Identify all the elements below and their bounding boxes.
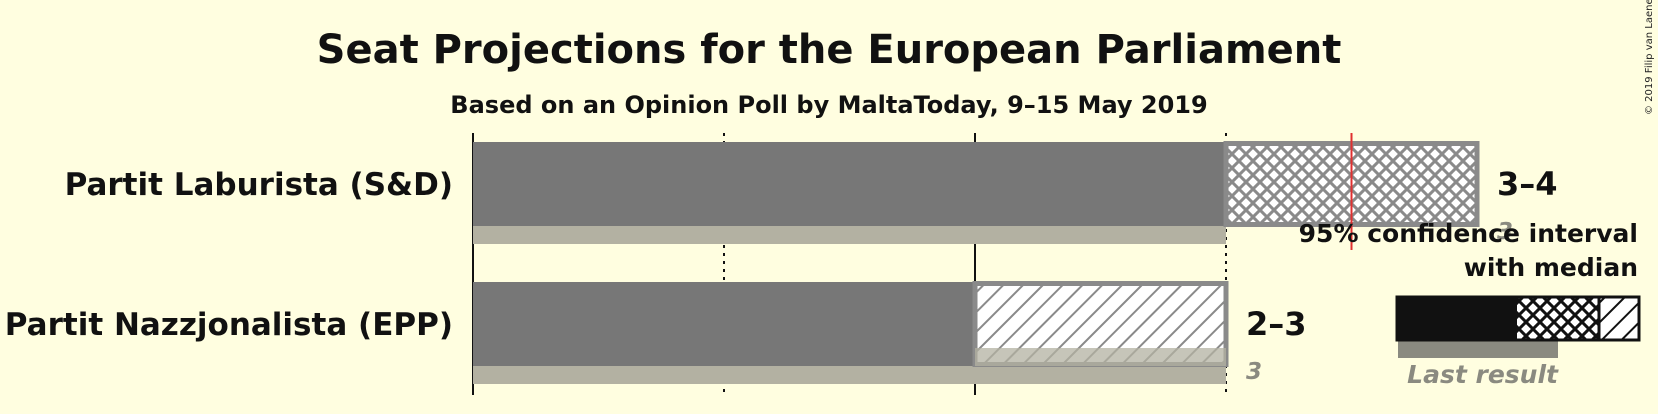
copyright-notice: © 2019 Filip van Laenen: [1644, 0, 1655, 115]
chart-subtitle: Based on an Opinion Poll by MaltaToday, …: [450, 91, 1207, 119]
solid-bar: [473, 142, 1226, 226]
last-result-label: 3: [1246, 359, 1262, 385]
solid-bar: [473, 282, 975, 366]
party-row-1: Partit Nazzjonalista (EPP) 2–3 3: [5, 281, 1307, 385]
legend-last-result-label: Last result: [1407, 360, 1559, 389]
range-label: 2–3: [1246, 305, 1307, 343]
last-result-label: 3: [1497, 219, 1513, 245]
party-label: Partit Nazzjonalista (EPP): [5, 307, 453, 343]
legend: 95% confidence interval with median Last…: [1299, 219, 1641, 389]
legend-last-result-bar: [1398, 338, 1558, 358]
last-result-bar: [473, 226, 1226, 244]
legend-diaghatch-bar: [1599, 297, 1639, 340]
legend-outline: [1395, 295, 1641, 342]
range-label: 3–4: [1497, 165, 1558, 203]
legend-ci-label: 95% confidence interval: [1299, 219, 1638, 248]
legend-median-label: with median: [1464, 253, 1638, 282]
legend-solid-bar: [1397, 297, 1517, 340]
chart-title: Seat Projections for the European Parlia…: [317, 27, 1342, 73]
legend-crosshatch-bar: [1517, 297, 1599, 340]
party-label: Partit Laburista (S&D): [65, 167, 453, 203]
last-result-bar: [473, 366, 1226, 384]
last-result-overlay: [975, 348, 1226, 366]
